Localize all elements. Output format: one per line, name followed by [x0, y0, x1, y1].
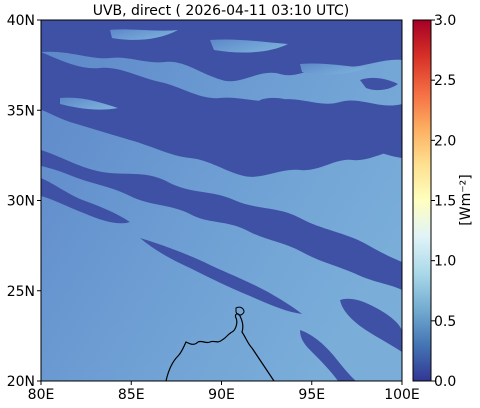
- y-tick-label: 30N: [7, 194, 35, 210]
- colorbar-tick-label: 3.0: [434, 13, 456, 29]
- x-tick-label: 80E: [28, 387, 55, 403]
- colorbar-tick-label: 0.5: [434, 314, 456, 330]
- colorbar-label: [Wm⁻²]: [458, 174, 474, 225]
- colorbar-tick-label: 0.0: [434, 374, 456, 390]
- uvb-field: [41, 20, 402, 381]
- x-tick-label: 95E: [298, 387, 325, 403]
- x-tick-label: 85E: [118, 387, 145, 403]
- colorbar-tick-label: 2.0: [434, 133, 456, 149]
- colorbar-tick-label: 1.0: [434, 254, 456, 270]
- colorbar-ticks: 0.0 0.5 1.0 1.5 2.0 2.5 3.0: [431, 13, 456, 390]
- coastline-island: [235, 306, 245, 316]
- colorbar-tick-label: 2.5: [434, 73, 456, 89]
- y-tick-label: 40N: [7, 13, 35, 29]
- map-title: UVB, direct ( 2026-04-11 03:10 UTC): [93, 3, 350, 19]
- y-tick-label: 35N: [7, 103, 35, 119]
- colorbar: [412, 19, 432, 382]
- y-tick-label: 20N: [7, 374, 35, 390]
- x-tick-label: 100E: [384, 387, 420, 403]
- coastline: [165, 313, 275, 381]
- clear-patches: [60, 29, 366, 110]
- x-axis-ticks: 80E 85E 90E 95E 100E: [28, 381, 420, 403]
- x-tick-label: 90E: [208, 387, 235, 403]
- y-axis-ticks: 20N 25N 30N 35N 40N: [7, 13, 41, 390]
- y-tick-label: 25N: [7, 284, 35, 300]
- colorbar-tick-label: 1.5: [434, 194, 456, 210]
